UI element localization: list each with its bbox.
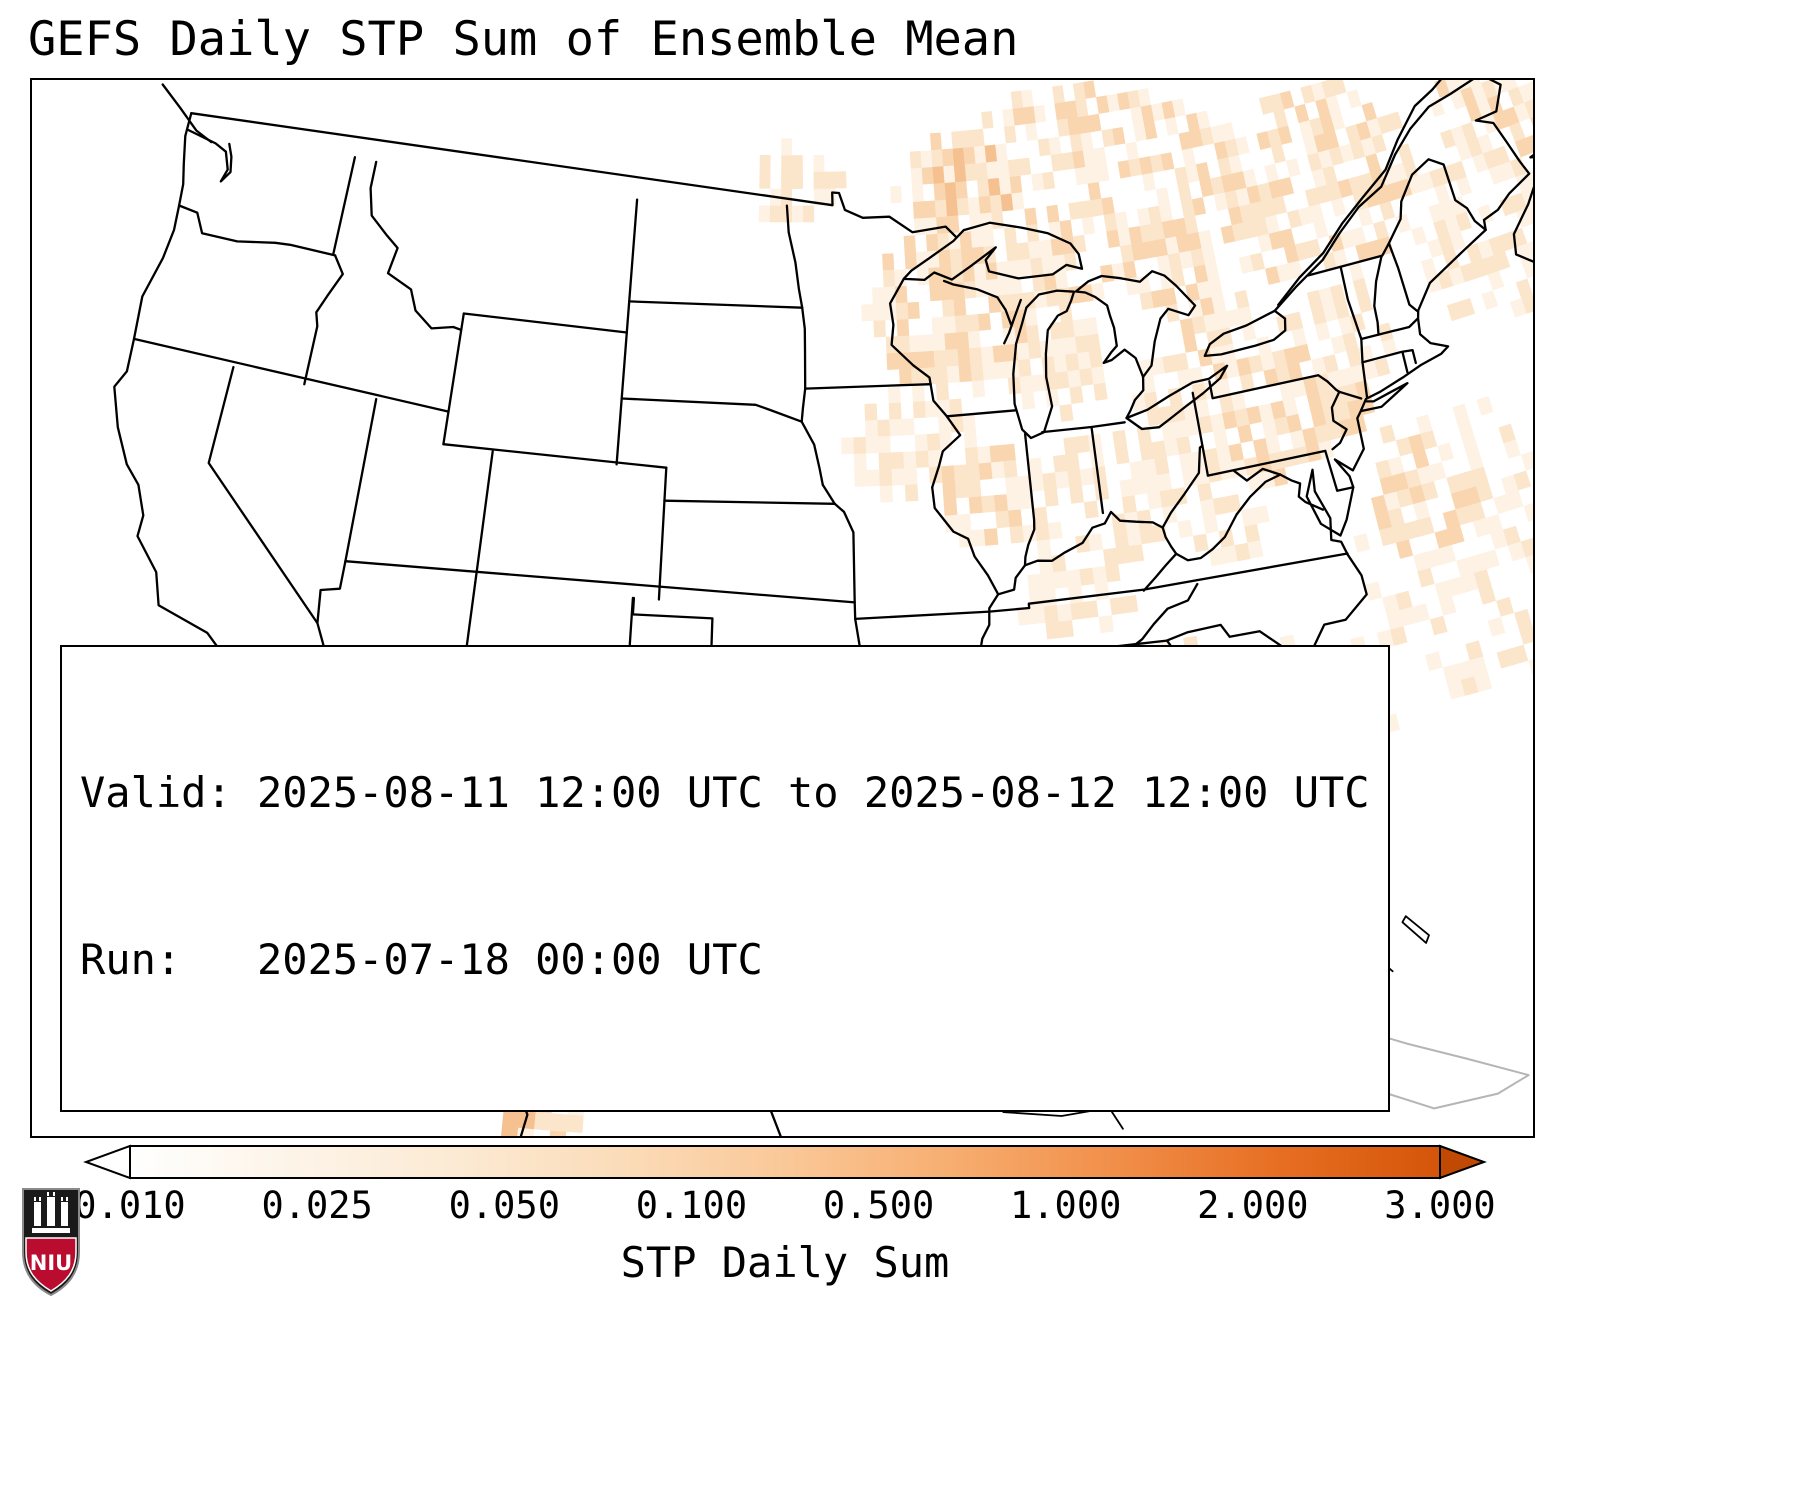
feature-lake-superior bbox=[902, 221, 1084, 282]
map-panel: Valid: 2025-08-11 12:00 UTC to 2025-08-1… bbox=[30, 78, 1535, 1138]
feature-border-42n bbox=[132, 337, 450, 413]
feature-border-vt-nh bbox=[1373, 254, 1383, 336]
chart-title: GEFS Daily STP Sum of Ensemble Mean bbox=[28, 12, 1019, 67]
feature-border-ny-nj bbox=[1338, 390, 1363, 400]
colorbar-tick: 2.000 bbox=[1197, 1184, 1309, 1227]
feature-border-wv-va bbox=[1175, 473, 1282, 562]
feature-border-mi-south bbox=[1041, 421, 1126, 434]
feature-pacific-coast bbox=[113, 112, 235, 691]
colorbar-gradient-bar bbox=[129, 1145, 1441, 1179]
colorbar-tick: 0.050 bbox=[448, 1184, 560, 1227]
colorbar-tick: 0.010 bbox=[74, 1184, 186, 1227]
feature-border-ia-il bbox=[929, 383, 962, 489]
feature-border-37n bbox=[344, 560, 856, 604]
feature-border-nv-ut bbox=[344, 397, 378, 563]
feature-border-ma-south bbox=[1361, 348, 1417, 365]
feature-lake-huron bbox=[1074, 270, 1197, 379]
colorbar-tick: 0.500 bbox=[822, 1184, 935, 1227]
feature-border-ct-ri bbox=[1401, 351, 1409, 374]
feature-border-ne-ia bbox=[800, 420, 824, 487]
feature-border-wy-west bbox=[442, 312, 465, 446]
feature-border-45n bbox=[462, 312, 628, 334]
feature-border-sd-ne bbox=[620, 397, 803, 423]
feature-border-ky-wv bbox=[1161, 526, 1178, 555]
feature-lake-erie bbox=[1125, 364, 1229, 431]
feature-st-lawrence-south-bank bbox=[1273, 80, 1531, 312]
feature-border-mo-west bbox=[821, 483, 857, 621]
feature-vancouver-island bbox=[161, 83, 213, 144]
feature-border-nv-az bbox=[316, 560, 347, 625]
run-time-text: Run: 2025-07-18 00:00 UTC bbox=[80, 934, 763, 984]
feature-detroit-corridor bbox=[1125, 375, 1145, 420]
feature-canada-border-east bbox=[1307, 158, 1487, 277]
feature-border-sd-ia bbox=[800, 387, 807, 423]
feature-border-ky-tn bbox=[989, 588, 1145, 613]
forecast-info-box: Valid: 2025-08-11 12:00 UTC to 2025-08-1… bbox=[60, 644, 1390, 1112]
feature-st-lawrence-north-bank bbox=[1277, 80, 1442, 307]
feature-border-mt-east bbox=[625, 198, 639, 334]
feature-border-pa-nj bbox=[1330, 390, 1348, 451]
feature-border-tn-nc bbox=[1133, 582, 1199, 647]
niu-logo: NIU bbox=[22, 1188, 80, 1297]
feature-border-ne-ks bbox=[663, 499, 836, 505]
feature-border-mn-sd bbox=[801, 306, 807, 390]
feature-border-nc-sc bbox=[1165, 623, 1298, 658]
colorbar-tick: 1.000 bbox=[1010, 1184, 1122, 1227]
feature-nova-scotia bbox=[1512, 186, 1533, 263]
feature-long-island bbox=[1360, 382, 1409, 413]
colorbar-label: STP Daily Sum bbox=[620, 1238, 950, 1287]
feature-border-potomac bbox=[1279, 473, 1325, 511]
feature-border-mo-ar bbox=[854, 610, 991, 621]
feature-border-mn-wi bbox=[888, 277, 932, 386]
feature-border-wi-il bbox=[945, 409, 1017, 418]
niu-logo-text: NIU bbox=[30, 1251, 72, 1275]
colorbar-svg bbox=[83, 1144, 1487, 1180]
feature-border-id-mt bbox=[369, 160, 463, 332]
colorbar-under-arrow bbox=[83, 1144, 131, 1180]
feature-border-ut-co bbox=[474, 450, 494, 584]
feature-border-ohio-river bbox=[1023, 444, 1204, 567]
feature-border-ky-va bbox=[1142, 552, 1178, 592]
colorbar-tick: 0.100 bbox=[635, 1184, 748, 1227]
feature-border-md-wv bbox=[1232, 467, 1282, 482]
niu-shield-red bbox=[25, 1237, 77, 1292]
niu-castle-icon bbox=[32, 1192, 70, 1233]
colorbar-over-arrow bbox=[1439, 1144, 1487, 1180]
feature-border-ny-pa bbox=[1208, 374, 1341, 400]
feature-border-ny-east bbox=[1339, 265, 1364, 364]
feature-puget-sound bbox=[186, 128, 233, 183]
feature-border-mn-ia bbox=[804, 383, 932, 390]
valid-time-text: Valid: 2025-08-11 12:00 UTC to 2025-08-1… bbox=[80, 768, 1370, 818]
feature-border-mason-dixon bbox=[1206, 449, 1327, 477]
feature-border-nh-me bbox=[1387, 242, 1419, 313]
feature-border-co-east bbox=[657, 466, 668, 601]
colorbar-tick: 0.025 bbox=[261, 1184, 373, 1227]
feature-border-delaware bbox=[1324, 449, 1355, 492]
colorbar-ticks: 0.010 0.025 0.050 0.100 0.500 1.000 2.000 3.000 bbox=[0, 1184, 1803, 1230]
feature-border-nd-sd bbox=[628, 300, 804, 309]
feature-border-or-id bbox=[303, 254, 344, 386]
feature-eleuthera-island bbox=[1401, 915, 1430, 944]
feature-border-ohio-confluence bbox=[997, 564, 1027, 596]
feature-border-wa-or bbox=[177, 204, 337, 257]
feature-border-wa-id bbox=[331, 156, 357, 257]
feature-border-in-oh bbox=[1090, 425, 1105, 515]
colorbar-tick: 3.000 bbox=[1384, 1184, 1496, 1227]
feature-border-nd-mn bbox=[785, 204, 804, 309]
feature-canada-border-west bbox=[190, 112, 958, 239]
feature-border-il-in bbox=[1023, 432, 1036, 567]
feature-border-41n bbox=[442, 443, 668, 469]
feature-border-mo-il bbox=[931, 486, 1000, 596]
feature-lake-michigan bbox=[1012, 289, 1076, 440]
feature-border-oh-pa bbox=[1191, 391, 1210, 477]
feature-border-wi-mi bbox=[942, 279, 1013, 326]
feature-border-ny-ct bbox=[1361, 361, 1369, 399]
feature-border-va-nc bbox=[1142, 552, 1349, 591]
